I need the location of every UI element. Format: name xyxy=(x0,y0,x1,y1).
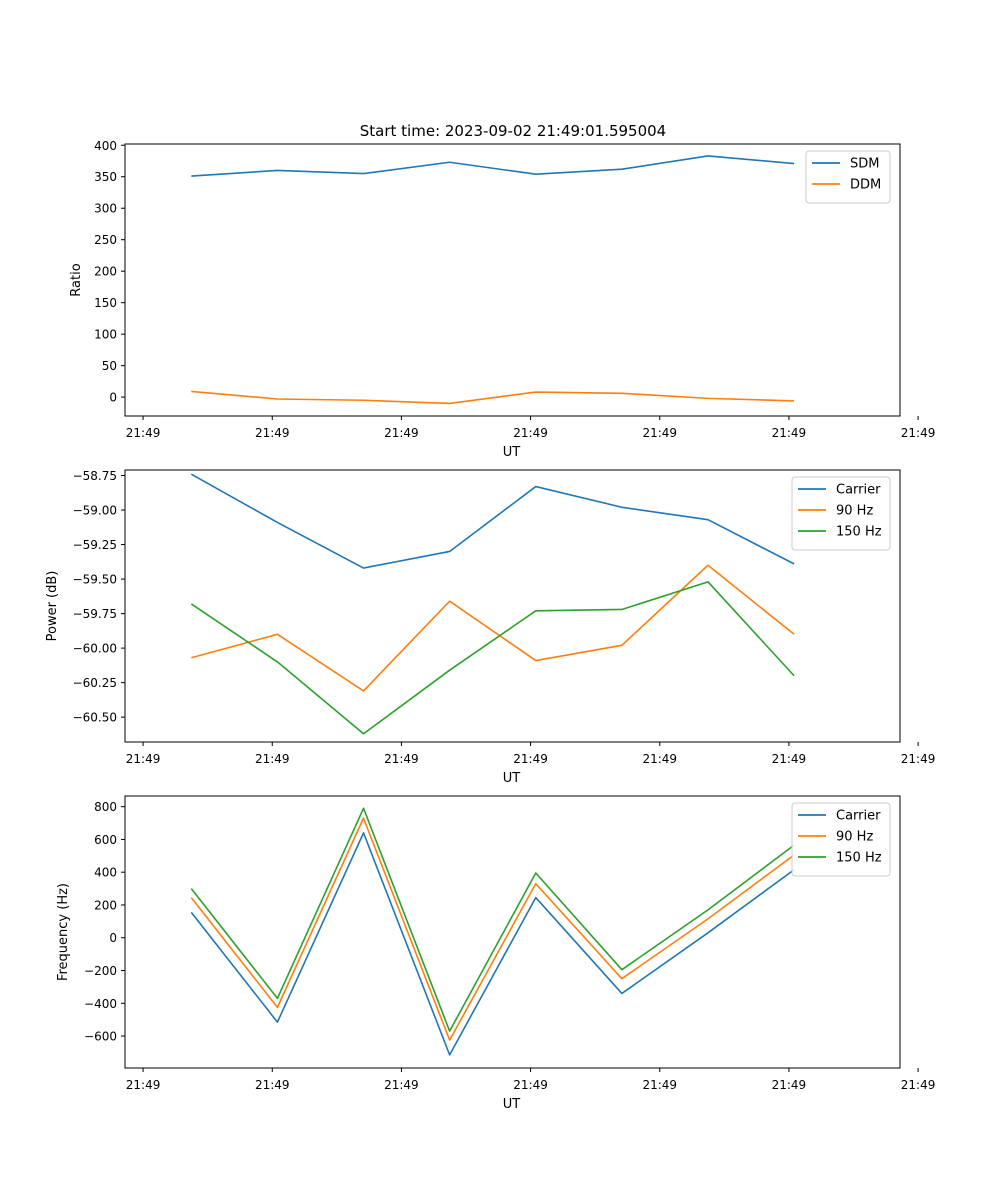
ratio-y-tick-label: 50 xyxy=(102,359,117,373)
ratio-legend: SDM DDM xyxy=(805,150,891,204)
frequency-series-90-hz-line xyxy=(190,817,795,1041)
power-y-tick-label: −59.75 xyxy=(73,607,117,621)
power-x-tick-label: 21:49 xyxy=(901,752,936,766)
power-x-tick-label: 21:49 xyxy=(513,752,548,766)
frequency-x-tick-label: 21:49 xyxy=(772,1078,807,1092)
power-y-tick-label: −59.25 xyxy=(73,538,117,552)
frequency-panel: 21:49 21:49 21:49 21:49 21:49 21:49 21:49 −600 −… xyxy=(56,795,936,1112)
ratio-y-tick-label: 200 xyxy=(94,265,117,279)
ratio-legend-box xyxy=(805,150,891,204)
frequency-legend-label: 90 Hz xyxy=(836,830,873,845)
power-y-tick-label: −60.00 xyxy=(73,642,117,656)
frequency-y-tick-label: 0 xyxy=(109,931,117,945)
power-y-tick-label: −59.50 xyxy=(73,573,117,587)
ratio-y-tick-label: 400 xyxy=(94,139,117,153)
ratio-x-axis-label: UT xyxy=(503,445,521,460)
ratio-legend-label: DDM xyxy=(850,178,881,193)
frequency-x-tick-label: 21:49 xyxy=(513,1078,548,1092)
frequency-y-tick-label: 400 xyxy=(94,866,117,880)
power-x-tick-label: 21:49 xyxy=(772,752,807,766)
power-x-tick-label: 21:49 xyxy=(384,752,419,766)
frequency-x-tick-label: 21:49 xyxy=(901,1078,936,1092)
power-series-90-hz-line xyxy=(191,564,795,692)
ratio-x-tick-label: 21:49 xyxy=(513,426,548,440)
power-x-axis-label: UT xyxy=(503,771,521,786)
ratio-y-tick-label: 0 xyxy=(109,391,117,405)
frequency-y-tick-label: −200 xyxy=(84,964,117,978)
ratio-x-tick-label: 21:49 xyxy=(384,426,419,440)
ratio-x-tick-label: 21:49 xyxy=(901,426,936,440)
frequency-y-axis-label: Frequency (Hz) xyxy=(56,883,71,981)
power-y-tick-label: −58.75 xyxy=(73,469,117,483)
power-series-carrier-line xyxy=(190,473,795,569)
frequency-y-tick-label: 200 xyxy=(94,898,117,912)
power-y-tick-label: −59.00 xyxy=(73,504,117,518)
ratio-y-tick-label: 300 xyxy=(94,202,117,216)
power-legend-label: 150 Hz xyxy=(836,525,882,540)
frequency-axes-frame xyxy=(124,795,901,1069)
ratio-y-tick-label: 250 xyxy=(94,233,117,247)
frequency-legend-label: 150 Hz xyxy=(836,851,882,866)
ratio-axes-frame xyxy=(124,143,901,417)
figure-title: Start time: 2023-09-02 21:49:01.595004 xyxy=(360,122,666,140)
frequency-y-tick-label: 600 xyxy=(94,833,117,847)
frequency-y-tick-label: −400 xyxy=(84,997,117,1011)
frequency-y-tick-label: 800 xyxy=(94,800,117,814)
ratio-x-tick-label: 21:49 xyxy=(126,426,161,440)
power-legend-label: 90 Hz xyxy=(836,504,873,519)
ratio-series-ddm-line xyxy=(191,390,795,405)
power-legend-label: Carrier xyxy=(836,483,881,498)
ratio-x-tick-label: 21:49 xyxy=(642,426,677,440)
frequency-x-axis-label: UT xyxy=(503,1097,521,1112)
ratio-y-tick-label: 100 xyxy=(94,328,117,342)
frequency-y-tick-label: −600 xyxy=(84,1030,117,1044)
power-x-tick-label: 21:49 xyxy=(255,752,290,766)
power-y-axis-label: Power (dB) xyxy=(45,571,60,642)
frequency-series-carrier-line xyxy=(190,832,795,1056)
ratio-y-tick-label: 350 xyxy=(94,170,117,184)
power-series-150-hz-line xyxy=(190,581,795,735)
ratio-x-tick-label: 21:49 xyxy=(255,426,290,440)
frequency-x-tick-label: 21:49 xyxy=(642,1078,677,1092)
ratio-y-tick-label: 150 xyxy=(94,296,117,310)
ratio-x-tick-label: 21:49 xyxy=(772,426,807,440)
power-axes-frame xyxy=(124,469,901,743)
ratio-y-axis-label: Ratio xyxy=(69,263,84,296)
power-y-tick-label: −60.50 xyxy=(73,711,117,725)
frequency-x-tick-label: 21:49 xyxy=(384,1078,419,1092)
frequency-x-tick-label: 21:49 xyxy=(255,1078,290,1092)
frequency-legend-label: Carrier xyxy=(836,809,881,824)
power-x-tick-label: 21:49 xyxy=(642,752,677,766)
ratio-panel: 21:49 21:49 21:49 21:49 21:49 21:49 21:49 0 50 10… xyxy=(69,139,935,460)
ratio-series-sdm-line xyxy=(191,155,795,177)
power-legend: Carrier 90 Hz 150 Hz xyxy=(791,476,891,551)
frequency-legend: Carrier 90 Hz 150 Hz xyxy=(791,802,891,877)
frequency-x-tick-label: 21:49 xyxy=(126,1078,161,1092)
power-y-tick-label: −60.25 xyxy=(73,676,117,690)
frequency-series-150-hz-line xyxy=(190,807,795,1032)
power-x-tick-label: 21:49 xyxy=(126,752,161,766)
power-panel: 21:49 21:49 21:49 21:49 21:49 21:49 21:49 −60.5… xyxy=(45,469,935,786)
ratio-legend-label: SDM xyxy=(850,157,879,172)
